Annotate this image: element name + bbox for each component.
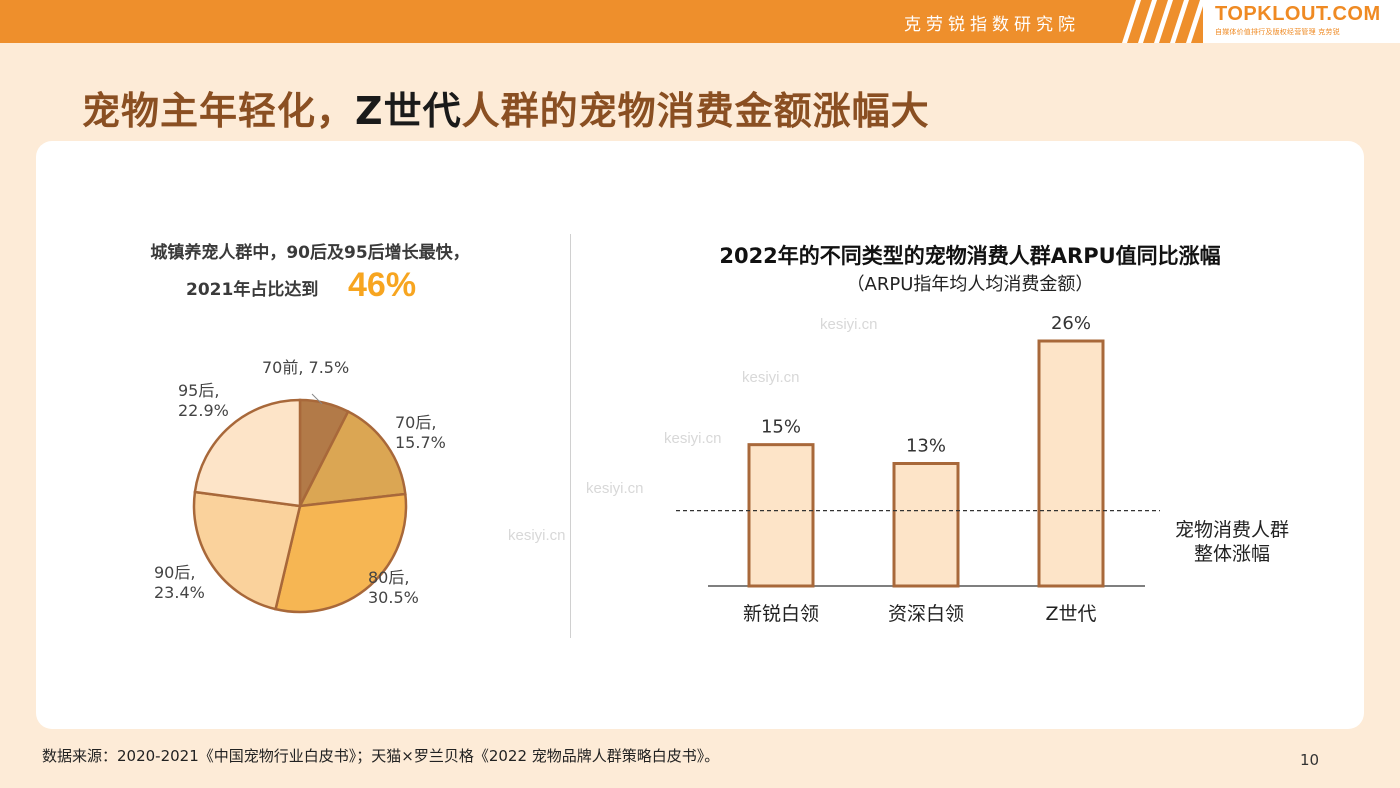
bar-value-label: 15% xyxy=(761,417,801,438)
institute-name: 克劳锐指数研究院 xyxy=(904,15,1080,35)
category-label: Z世代 xyxy=(1045,603,1096,625)
page-title: 宠物主年轻化，Z世代人群的宠物消费金额涨幅大 xyxy=(82,80,930,135)
logo-subtext: 自媒体价值排行及版权经营管理 克劳锐 xyxy=(1215,28,1340,36)
watermark: kesiyi.cn xyxy=(820,316,878,333)
bar-chart-title: 2022年的不同类型的宠物消费人群ARPU值同比涨幅 xyxy=(719,244,1221,268)
bar-chart-subtitle: （ARPU指年均人均消费金额） xyxy=(846,274,1094,295)
pie-label: 15.7% xyxy=(395,433,446,452)
highlight-percentage: 46% xyxy=(348,266,417,304)
category-label: 新锐白领 xyxy=(743,603,819,625)
pie-caption-line1: 城镇养宠人群中，90后及95后增长最快， xyxy=(150,243,470,263)
watermark: kesiyi.cn xyxy=(664,430,722,447)
bar-Z世代 xyxy=(1037,339,1105,588)
title-part-1: 宠物主年轻化， xyxy=(82,89,356,133)
pie-label: 80后, xyxy=(368,568,409,587)
pie-label: 70后, xyxy=(395,413,436,432)
category-label: 资深白领 xyxy=(888,603,964,625)
watermark: kesiyi.cn xyxy=(742,369,800,386)
watermark: kesiyi.cn xyxy=(586,480,644,497)
bar-chart: 15% 新锐白领 13% 资深白领 26% Z世代 xyxy=(676,313,1160,625)
pie-leader-line xyxy=(311,393,323,405)
pie-label: 95后, xyxy=(178,381,219,400)
pie-slice-70后 xyxy=(297,409,407,508)
logo-text: TOPKLOUT.COM xyxy=(1215,3,1381,25)
pie-slice-95后 xyxy=(193,398,302,508)
bar-资深白领 xyxy=(892,462,960,588)
pie-label: 23.4% xyxy=(154,583,205,602)
reference-line-label: 宠物消费人群 整体涨幅 xyxy=(1152,518,1312,566)
reference-label-line1: 宠物消费人群 xyxy=(1174,519,1289,541)
stripe-decoration xyxy=(1122,0,1205,43)
title-part-3: 人群的宠物消费金额涨幅大 xyxy=(461,89,930,133)
data-source: 数据来源：2020-2021《中国宠物行业白皮书》；天猫×罗兰贝格《2022 宠… xyxy=(42,747,720,765)
pie-label: 70前, 7.5% xyxy=(262,358,349,377)
bar-value-label: 26% xyxy=(1051,313,1091,334)
title-part-z: Z世代 xyxy=(355,89,462,133)
reference-label-line2: 整体涨幅 xyxy=(1193,543,1270,565)
bar-新锐白领 xyxy=(747,443,815,588)
pie-label: 30.5% xyxy=(368,588,419,607)
pie-slice-80后 xyxy=(274,492,408,614)
top-bar: 克劳锐指数研究院 TOPKLOUT.COM 自媒体价值排行及版权经营管理 克劳锐 xyxy=(0,0,1400,43)
bar-value-label: 13% xyxy=(906,436,946,457)
watermark: kesiyi.cn xyxy=(508,527,566,544)
pie-caption-line2: 2021年占比达到 xyxy=(186,280,319,300)
pie-slice-90后 xyxy=(192,490,302,611)
logo[interactable]: TOPKLOUT.COM 自媒体价值排行及版权经营管理 克劳锐 xyxy=(1203,0,1400,43)
pie-label: 90后, xyxy=(154,563,195,582)
pie-chart: 70前, 7.5% 70后,15.7% 80后,30.5% 90后,23.4% 95后,… xyxy=(154,358,446,614)
page-number: 10 xyxy=(1300,751,1320,769)
divider xyxy=(570,234,571,638)
pie-label: 22.9% xyxy=(178,401,229,420)
